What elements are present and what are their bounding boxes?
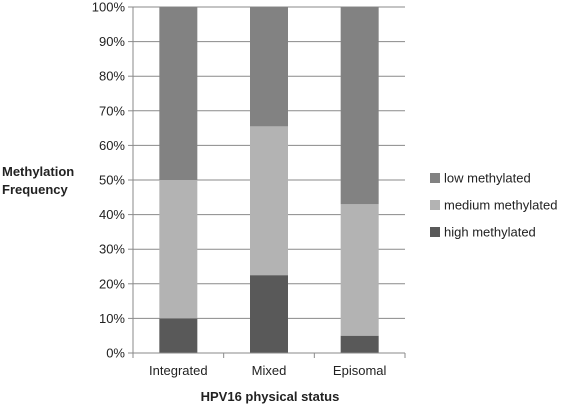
bar-integrated-low-methylated — [159, 7, 198, 180]
x-tick-label-episomal: Episomal — [333, 363, 387, 378]
y-tick-label-0: 0% — [106, 346, 125, 361]
y-tick-label-90: 90% — [99, 34, 125, 49]
bar-integrated-high-methylated — [159, 318, 198, 353]
y-axis-title-line-1: Methylation — [2, 164, 74, 179]
y-axis-title-line-2: Frequency — [2, 182, 69, 197]
y-tick-label-80: 80% — [99, 69, 125, 84]
x-axis-title: HPV16 physical status — [201, 389, 340, 404]
y-tick-label-60: 60% — [99, 138, 125, 153]
bar-integrated-medium-methylated — [159, 180, 198, 319]
legend: low methylated medium methylated high meth… — [430, 171, 557, 240]
legend-swatch-low-methylated — [430, 173, 440, 183]
legend-label-high-methylated: high methylated — [444, 225, 536, 240]
y-tick-label-50: 50% — [99, 173, 125, 188]
y-tick-label-100: 100% — [92, 0, 126, 15]
y-tick-label-40: 40% — [99, 207, 125, 222]
axes — [128, 6, 406, 358]
category-labels: Integrated Mixed Episomal — [149, 363, 386, 378]
x-tick-label-mixed: Mixed — [252, 363, 287, 378]
y-tick-label-10: 10% — [99, 311, 125, 326]
bar-episomal-medium-methylated — [340, 204, 379, 336]
legend-label-medium-methylated: medium methylated — [444, 198, 557, 213]
tick-labels: 0% 10% 20% 30% 40% 50% 60% 70% 80% 90% 100% — [92, 0, 126, 361]
y-tick-label-70: 70% — [99, 103, 125, 118]
bar-mixed-high-methylated — [250, 275, 288, 353]
y-tick-label-30: 30% — [99, 242, 125, 257]
bar-mixed-medium-methylated — [250, 126, 288, 276]
legend-label-low-methylated: low methylated — [444, 171, 531, 186]
x-tick-label-integrated: Integrated — [149, 363, 208, 378]
bar-episomal-low-methylated — [340, 7, 379, 205]
bars — [159, 7, 379, 353]
bar-episomal-high-methylated — [340, 335, 379, 353]
bar-mixed-low-methylated — [250, 7, 288, 127]
y-tick-label-20: 20% — [99, 276, 125, 291]
legend-swatch-medium-methylated — [430, 200, 440, 210]
legend-swatch-high-methylated — [430, 227, 440, 237]
